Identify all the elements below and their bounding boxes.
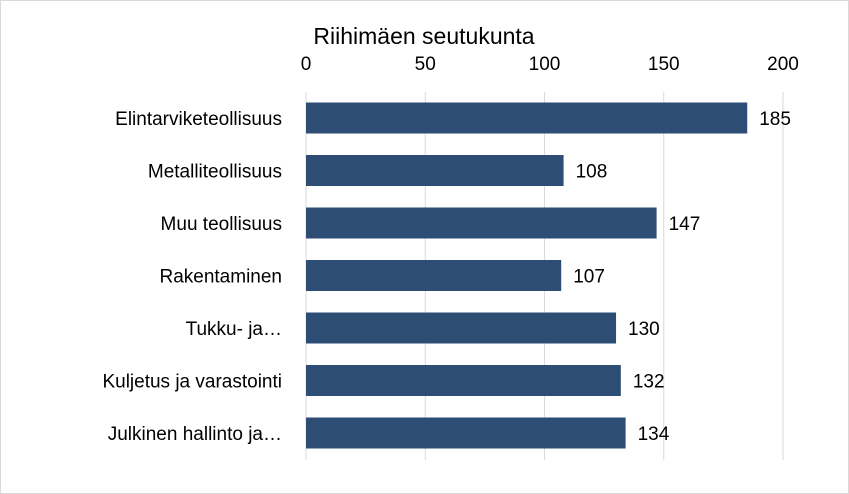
x-tick-label: 0 <box>301 54 312 75</box>
bars <box>306 102 748 449</box>
category-label: Rakentaminen <box>159 267 282 288</box>
data-label: 147 <box>669 214 701 235</box>
data-label: 185 <box>759 109 791 130</box>
chart-title: Riihimäen seutukunta <box>313 23 534 49</box>
data-label: 107 <box>573 267 605 288</box>
bar <box>306 155 564 186</box>
x-tick-label: 50 <box>415 54 436 75</box>
bar <box>306 207 657 239</box>
bar <box>306 260 562 291</box>
bar <box>306 365 621 396</box>
y-axis-categories: Elintarviketeollisuus Metalliteollisuus Mu… <box>102 109 282 445</box>
x-tick-label: 200 <box>767 54 799 75</box>
bar <box>306 312 617 344</box>
bar <box>306 417 626 449</box>
data-labels: 185 108 147 107 130 132 134 <box>573 109 791 445</box>
category-label: Julkinen hallinto ja… <box>108 424 282 445</box>
category-label: Elintarviketeollisuus <box>115 109 282 130</box>
data-label: 108 <box>576 162 608 183</box>
category-label: Kuljetus ja varastointi <box>102 372 282 393</box>
x-axis-ticks: 0 50 100 150 200 <box>301 54 799 75</box>
bar <box>306 102 748 134</box>
data-label: 132 <box>633 372 665 393</box>
category-label: Tukku- ja… <box>186 319 282 340</box>
category-label: Muu teollisuus <box>161 214 282 235</box>
data-label: 134 <box>638 424 670 445</box>
x-tick-label: 150 <box>648 54 680 75</box>
category-label: Metalliteollisuus <box>148 162 282 183</box>
data-label: 130 <box>628 319 660 340</box>
x-tick-label: 100 <box>529 54 561 75</box>
